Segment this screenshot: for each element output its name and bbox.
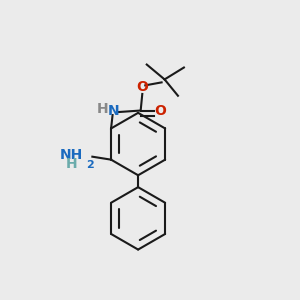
Text: NH: NH [60, 148, 83, 162]
Text: N: N [108, 103, 120, 118]
Text: O: O [154, 103, 166, 118]
Text: H: H [97, 102, 109, 116]
Text: O: O [136, 80, 148, 94]
Text: H: H [66, 157, 77, 171]
Text: 2: 2 [86, 160, 94, 170]
